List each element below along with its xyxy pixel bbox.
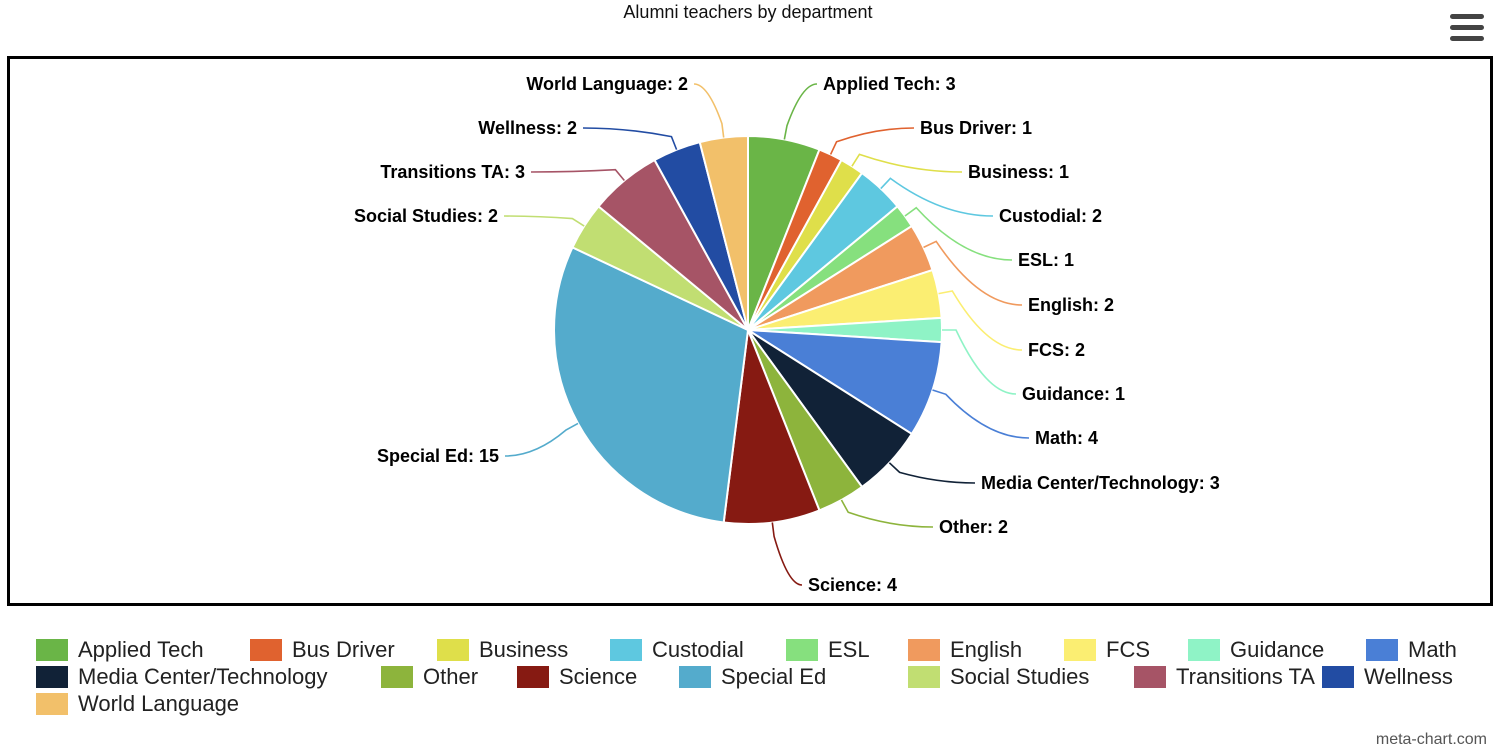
legend-label: Applied Tech (78, 637, 204, 662)
legend-swatch (1322, 666, 1354, 688)
plot-area (7, 56, 1493, 606)
legend-swatch (36, 639, 68, 661)
hamburger-menu-icon[interactable] (1450, 14, 1484, 42)
leader-line-world-language (693, 83, 725, 138)
data-label-math: Math: 4 (1035, 428, 1098, 448)
leader-line-fcs (938, 290, 1023, 351)
leader-line-bus-driver (829, 127, 915, 155)
pie-slice-science[interactable] (722, 329, 821, 525)
leader-line-wellness (582, 127, 678, 150)
legend-label: Science (559, 664, 638, 689)
pie-slice-world-language[interactable] (698, 134, 749, 331)
legend-swatch (908, 639, 940, 661)
legend-item-bus-driver[interactable]: Bus Driver (250, 637, 395, 662)
legend-item-english[interactable]: English (908, 637, 1023, 662)
leader-line-applied-tech (783, 83, 818, 140)
chart-title: Alumni teachers by department (623, 2, 873, 22)
pie-leaders: Applied Tech: 3 Bus Driver: 1 Business: 1 C… (354, 74, 1220, 595)
legend-swatch (250, 639, 282, 661)
legend-item-social-studies[interactable]: Social Studies (908, 664, 1090, 689)
legend-label: Guidance (1230, 637, 1325, 662)
legend-swatch (517, 666, 549, 688)
legend-swatch (1064, 639, 1096, 661)
data-label-english: English: 2 (1028, 295, 1114, 315)
legend-swatch (381, 666, 413, 688)
legend-swatch (36, 666, 68, 688)
leader-line-math (932, 389, 1030, 439)
leader-line-other (840, 499, 934, 528)
legend-swatch (786, 639, 818, 661)
legend-swatch (36, 693, 68, 715)
legend-label: Math (1408, 637, 1457, 662)
data-label-fcs: FCS: 2 (1028, 340, 1085, 360)
data-label-guidance: Guidance: 1 (1022, 384, 1125, 404)
legend-label: Social Studies (950, 664, 1090, 689)
legend-swatch (610, 639, 642, 661)
data-label-other: Other: 2 (939, 517, 1008, 537)
legend-swatch (1188, 639, 1220, 661)
legend-item-science[interactable]: Science (517, 664, 638, 689)
leader-line-special-ed (504, 422, 579, 457)
data-label-bus-driver: Bus Driver: 1 (920, 118, 1032, 138)
legend-item-wellness[interactable]: Wellness (1322, 664, 1453, 689)
legend-label: Wellness (1364, 664, 1453, 689)
leader-line-transitions-ta (530, 168, 625, 182)
legend-item-world-language[interactable]: World Language (36, 691, 240, 716)
leader-line-social-studies (503, 215, 585, 227)
leader-line-science (771, 522, 803, 586)
credit-text: meta-chart.com (1375, 731, 1487, 748)
data-label-science: Science: 4 (808, 575, 897, 595)
legend-item-math[interactable]: Math (1366, 637, 1457, 662)
legend-label: FCS (1106, 637, 1150, 662)
legend-swatch (437, 639, 469, 661)
pie-slices (553, 134, 943, 525)
legend-label: English (950, 637, 1023, 662)
legend-item-fcs[interactable]: FCS (1064, 637, 1150, 662)
legend-label: Custodial (652, 637, 744, 662)
data-label-special-ed: Special Ed: 15 (377, 446, 499, 466)
leader-line-esl (904, 206, 1013, 261)
pie-slice-math[interactable] (747, 329, 943, 436)
legend-item-applied-tech[interactable]: Applied Tech (36, 637, 204, 662)
legend-swatch (908, 666, 940, 688)
legend-swatch (679, 666, 711, 688)
leader-line-guidance (942, 329, 1017, 395)
leader-line-custodial (880, 177, 994, 217)
menu-bar-bottom (1450, 36, 1484, 41)
legend-label: Bus Driver (292, 637, 395, 662)
data-label-social-studies: Social Studies: 2 (354, 206, 498, 226)
leader-line-business (851, 153, 963, 173)
legend-label: ESL (828, 637, 870, 662)
menu-bar-top (1450, 14, 1484, 19)
data-label-applied-tech: Applied Tech: 3 (823, 74, 956, 94)
data-label-business: Business: 1 (968, 162, 1069, 182)
data-label-transitions-ta: Transitions TA: 3 (380, 162, 525, 182)
legend-label: Transitions TA (1176, 664, 1315, 689)
leader-line-english (923, 240, 1023, 306)
data-label-wellness: Wellness: 2 (478, 118, 577, 138)
data-label-media-center-technology: Media Center/Technology: 3 (981, 473, 1220, 493)
data-label-world-language: World Language: 2 (526, 74, 688, 94)
legend-label: Business (479, 637, 569, 662)
legend-item-other[interactable]: Other (381, 664, 479, 689)
legend-item-transitions-ta[interactable]: Transitions TA (1134, 664, 1315, 689)
legend-item-special-ed[interactable]: Special Ed (679, 664, 827, 689)
legend-item-business[interactable]: Business (437, 637, 569, 662)
legend-label: World Language (78, 691, 240, 716)
legend-label: Other (423, 664, 479, 689)
data-label-custodial: Custodial: 2 (999, 206, 1102, 226)
pie-slice-special-ed[interactable] (553, 246, 750, 524)
data-label-esl: ESL: 1 (1018, 250, 1074, 270)
legend-item-guidance[interactable]: Guidance (1188, 637, 1325, 662)
legend-label: Special Ed (721, 664, 827, 689)
legend-swatch (1134, 666, 1166, 688)
legend-item-esl[interactable]: ESL (786, 637, 870, 662)
menu-bar-middle (1450, 25, 1484, 30)
legend-item-custodial[interactable]: Custodial (610, 637, 744, 662)
legend-item-media-center-technology[interactable]: Media Center/Technology (36, 664, 328, 689)
leader-line-media-center-technology (888, 462, 976, 484)
legend-label: Media Center/Technology (78, 664, 328, 689)
legend-swatch (1366, 639, 1398, 661)
